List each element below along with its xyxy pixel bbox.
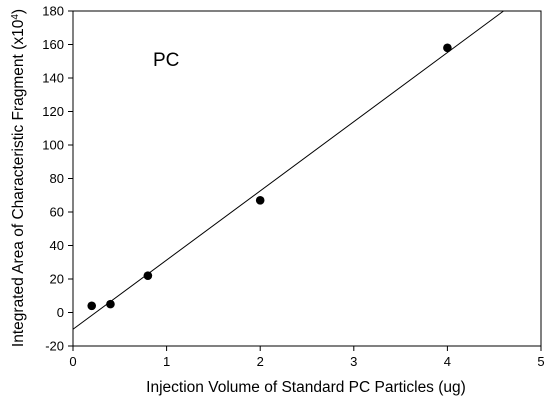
- data-point: [143, 271, 153, 280]
- x-tick-label: 1: [163, 354, 170, 369]
- y-axis-title: Integrated Area of Characteristic Fragme…: [10, 9, 28, 347]
- x-tick-label: 2: [257, 354, 264, 369]
- y-tick-label: 180: [42, 4, 64, 19]
- x-tick-label: 3: [350, 354, 357, 369]
- y-tick-label: 140: [42, 71, 64, 86]
- chart-annotation: PC: [153, 50, 179, 71]
- fit-line: [72, 10, 504, 330]
- y-tick-label: 0: [57, 305, 64, 320]
- x-tick-label: 5: [537, 354, 544, 369]
- y-tick-label: 40: [50, 238, 64, 253]
- y-tick-label: 20: [50, 272, 64, 287]
- y-tick-label: 160: [42, 37, 64, 52]
- fit-line-group: [72, 10, 504, 330]
- y-axis-title-prefix: Integrated Area of Characteristic Fragme…: [10, 19, 27, 347]
- data-point: [443, 43, 452, 53]
- ticks: 0 1 2 3 4 5 -20 0 20 40 60 80 100 120 140 160 180: [42, 4, 544, 370]
- x-tick-label: 0: [69, 354, 76, 369]
- y-tick-label: -20: [45, 339, 64, 354]
- x-axis-title: Injection Volume of Standard PC Particle…: [146, 379, 466, 396]
- data-point: [87, 301, 97, 311]
- y-tick-label: 60: [50, 205, 64, 220]
- data-points: [87, 43, 452, 311]
- y-axis-title-superscript: 4: [10, 14, 21, 20]
- x-tick-label: 4: [444, 354, 451, 369]
- y-axis-title-suffix: ): [10, 9, 27, 14]
- data-point: [255, 195, 265, 205]
- axes: [72, 10, 542, 347]
- data-point: [106, 299, 115, 309]
- y-tick-label: 80: [50, 171, 64, 186]
- y-tick-label: 100: [42, 138, 64, 153]
- y-tick-label: 120: [42, 104, 64, 119]
- plot-frame: [72, 10, 542, 347]
